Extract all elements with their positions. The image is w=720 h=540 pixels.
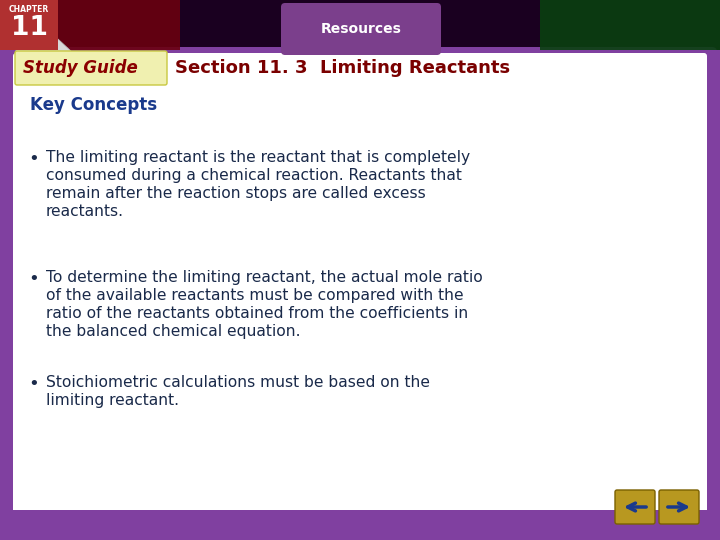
Polygon shape (16, 0, 72, 52)
FancyBboxPatch shape (15, 51, 167, 85)
Text: •: • (28, 150, 39, 168)
FancyBboxPatch shape (13, 53, 707, 527)
Text: The limiting reactant is the reactant that is completely: The limiting reactant is the reactant th… (46, 150, 470, 165)
Bar (8, 510, 712, 530)
Bar (0, 0, 720, 50)
Text: •: • (28, 375, 39, 393)
FancyBboxPatch shape (659, 490, 699, 524)
Text: 11: 11 (11, 15, 48, 41)
Text: Stoichiometric calculations must be based on the: Stoichiometric calculations must be base… (46, 375, 430, 390)
Text: consumed during a chemical reaction. Reactants that: consumed during a chemical reaction. Rea… (46, 168, 462, 183)
FancyBboxPatch shape (615, 490, 655, 524)
Text: ratio of the reactants obtained from the coefficients in: ratio of the reactants obtained from the… (46, 306, 468, 321)
Text: Study Guide: Study Guide (23, 59, 138, 77)
FancyBboxPatch shape (3, 47, 717, 535)
Text: of the available reactants must be compared with the: of the available reactants must be compa… (46, 288, 464, 303)
Text: remain after the reaction stops are called excess: remain after the reaction stops are call… (46, 186, 426, 201)
Text: Section 11. 3  Limiting Reactants: Section 11. 3 Limiting Reactants (175, 59, 510, 77)
Text: CHAPTER: CHAPTER (9, 5, 49, 15)
Text: To determine the limiting reactant, the actual mole ratio: To determine the limiting reactant, the … (46, 270, 482, 285)
Text: Key Concepts: Key Concepts (30, 96, 157, 114)
Text: reactants.: reactants. (46, 204, 124, 219)
FancyBboxPatch shape (281, 3, 441, 55)
Text: Resources: Resources (320, 22, 402, 36)
Bar (0, 0, 180, 50)
Bar (540, 0, 720, 50)
Text: the balanced chemical equation.: the balanced chemical equation. (46, 324, 300, 339)
Text: •: • (28, 270, 39, 288)
Text: limiting reactant.: limiting reactant. (46, 393, 179, 408)
Bar (0, 0, 58, 50)
